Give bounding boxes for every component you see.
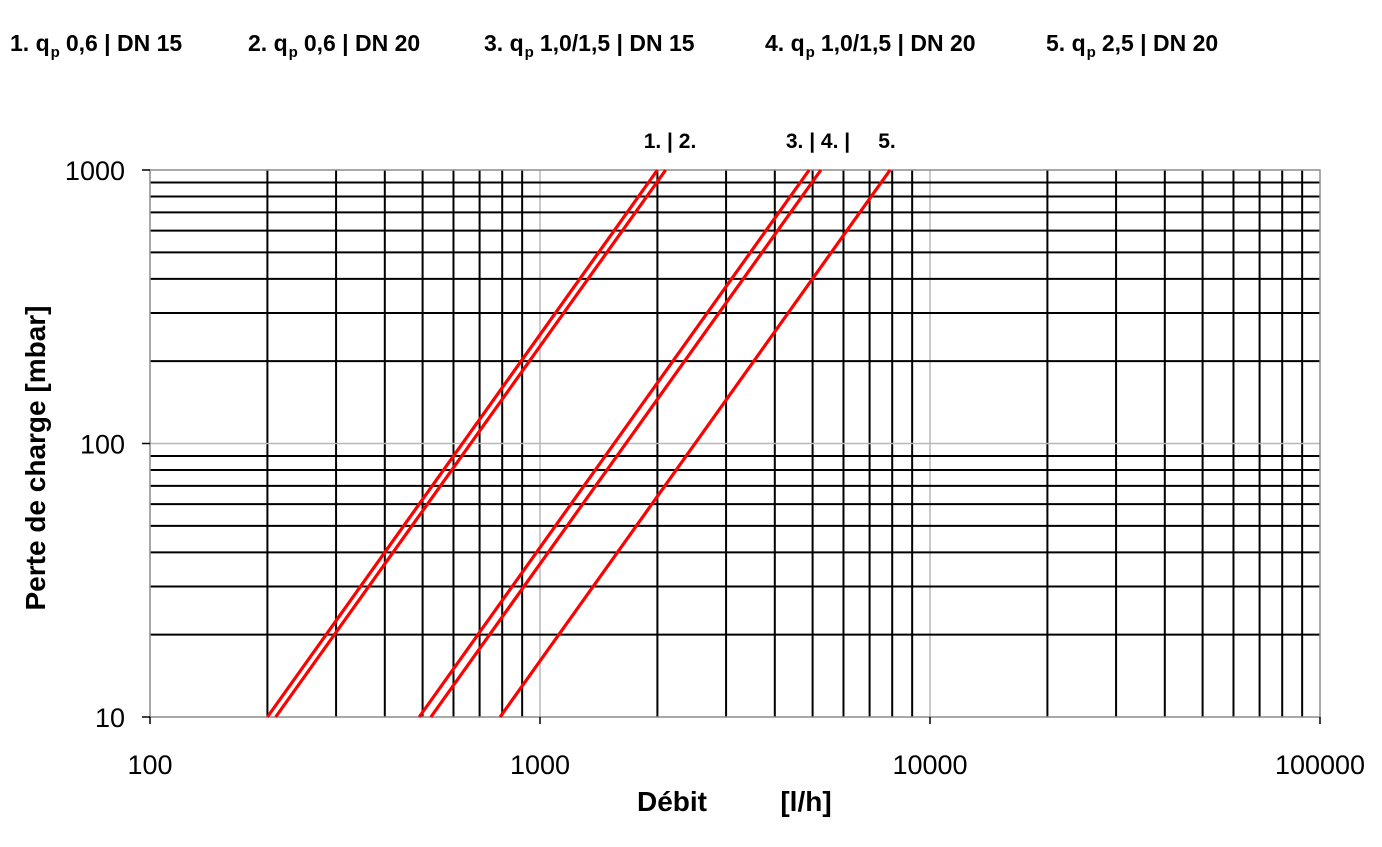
- x-tick-label: 100: [127, 750, 172, 780]
- legend-q: q: [35, 30, 50, 56]
- legend-q: q: [1071, 30, 1086, 56]
- legend-number: 5.: [1046, 30, 1072, 56]
- legend-q: q: [509, 30, 524, 56]
- legend: 1. qp 0,6 | DN 15 2. qp 0,6 | DN 20 3. qp 1,0…: [10, 30, 1370, 64]
- legend-subscript: p: [1086, 44, 1096, 61]
- legend-subscript: p: [524, 44, 534, 61]
- legend-number: 2.: [248, 30, 274, 56]
- series-line: [274, 169, 667, 718]
- legend-item: 5. qp 2,5 | DN 20: [1046, 30, 1219, 61]
- x-axis-title: Débit: [637, 786, 707, 817]
- x-tick-label: 1000: [510, 750, 570, 780]
- y-tick-label: 100: [80, 430, 125, 460]
- series-line: [498, 169, 892, 718]
- legend-item: 3. qp 1,0/1,5 | DN 15: [484, 30, 695, 61]
- legend-text: 0,6 | DN 20: [303, 30, 421, 56]
- legend-text: 1,0/1,5 | DN 20: [820, 30, 976, 56]
- x-tick-label: 10000: [892, 750, 967, 780]
- legend-text: 0,6 | DN 15: [65, 30, 183, 56]
- legend-number: 3.: [484, 30, 510, 56]
- legend-number: 4.: [765, 30, 791, 56]
- series-line: [429, 169, 823, 718]
- legend-item: 4. qp 1,0/1,5 | DN 20: [765, 30, 976, 61]
- legend-item: 2. qp 0,6 | DN 20: [248, 30, 421, 61]
- legend-text: 2,5 | DN 20: [1101, 30, 1219, 56]
- curve-label-3-4: 3. | 4. |: [786, 130, 850, 153]
- legend-subscript: p: [288, 44, 298, 61]
- legend-item: 1. qp 0,6 | DN 15: [10, 30, 183, 61]
- legend-subscript: p: [805, 44, 815, 61]
- curve-label-1-2: 1. | 2.: [644, 130, 697, 153]
- x-tick-label: 100000: [1275, 750, 1365, 780]
- y-axis-title: Perte de charge [mbar]: [20, 306, 51, 611]
- legend-q: q: [790, 30, 805, 56]
- legend-subscript: p: [50, 44, 60, 61]
- curve-label-5: 5.: [878, 130, 896, 153]
- legend-text: 1,0/1,5 | DN 15: [539, 30, 695, 56]
- x-axis-unit: [l/h]: [780, 786, 831, 817]
- series-line: [417, 169, 811, 718]
- legend-number: 1.: [10, 30, 36, 56]
- y-tick-label: 1000: [65, 156, 125, 186]
- series-line: [266, 169, 659, 718]
- legend-q: q: [273, 30, 288, 56]
- y-tick-label: 10: [95, 703, 125, 733]
